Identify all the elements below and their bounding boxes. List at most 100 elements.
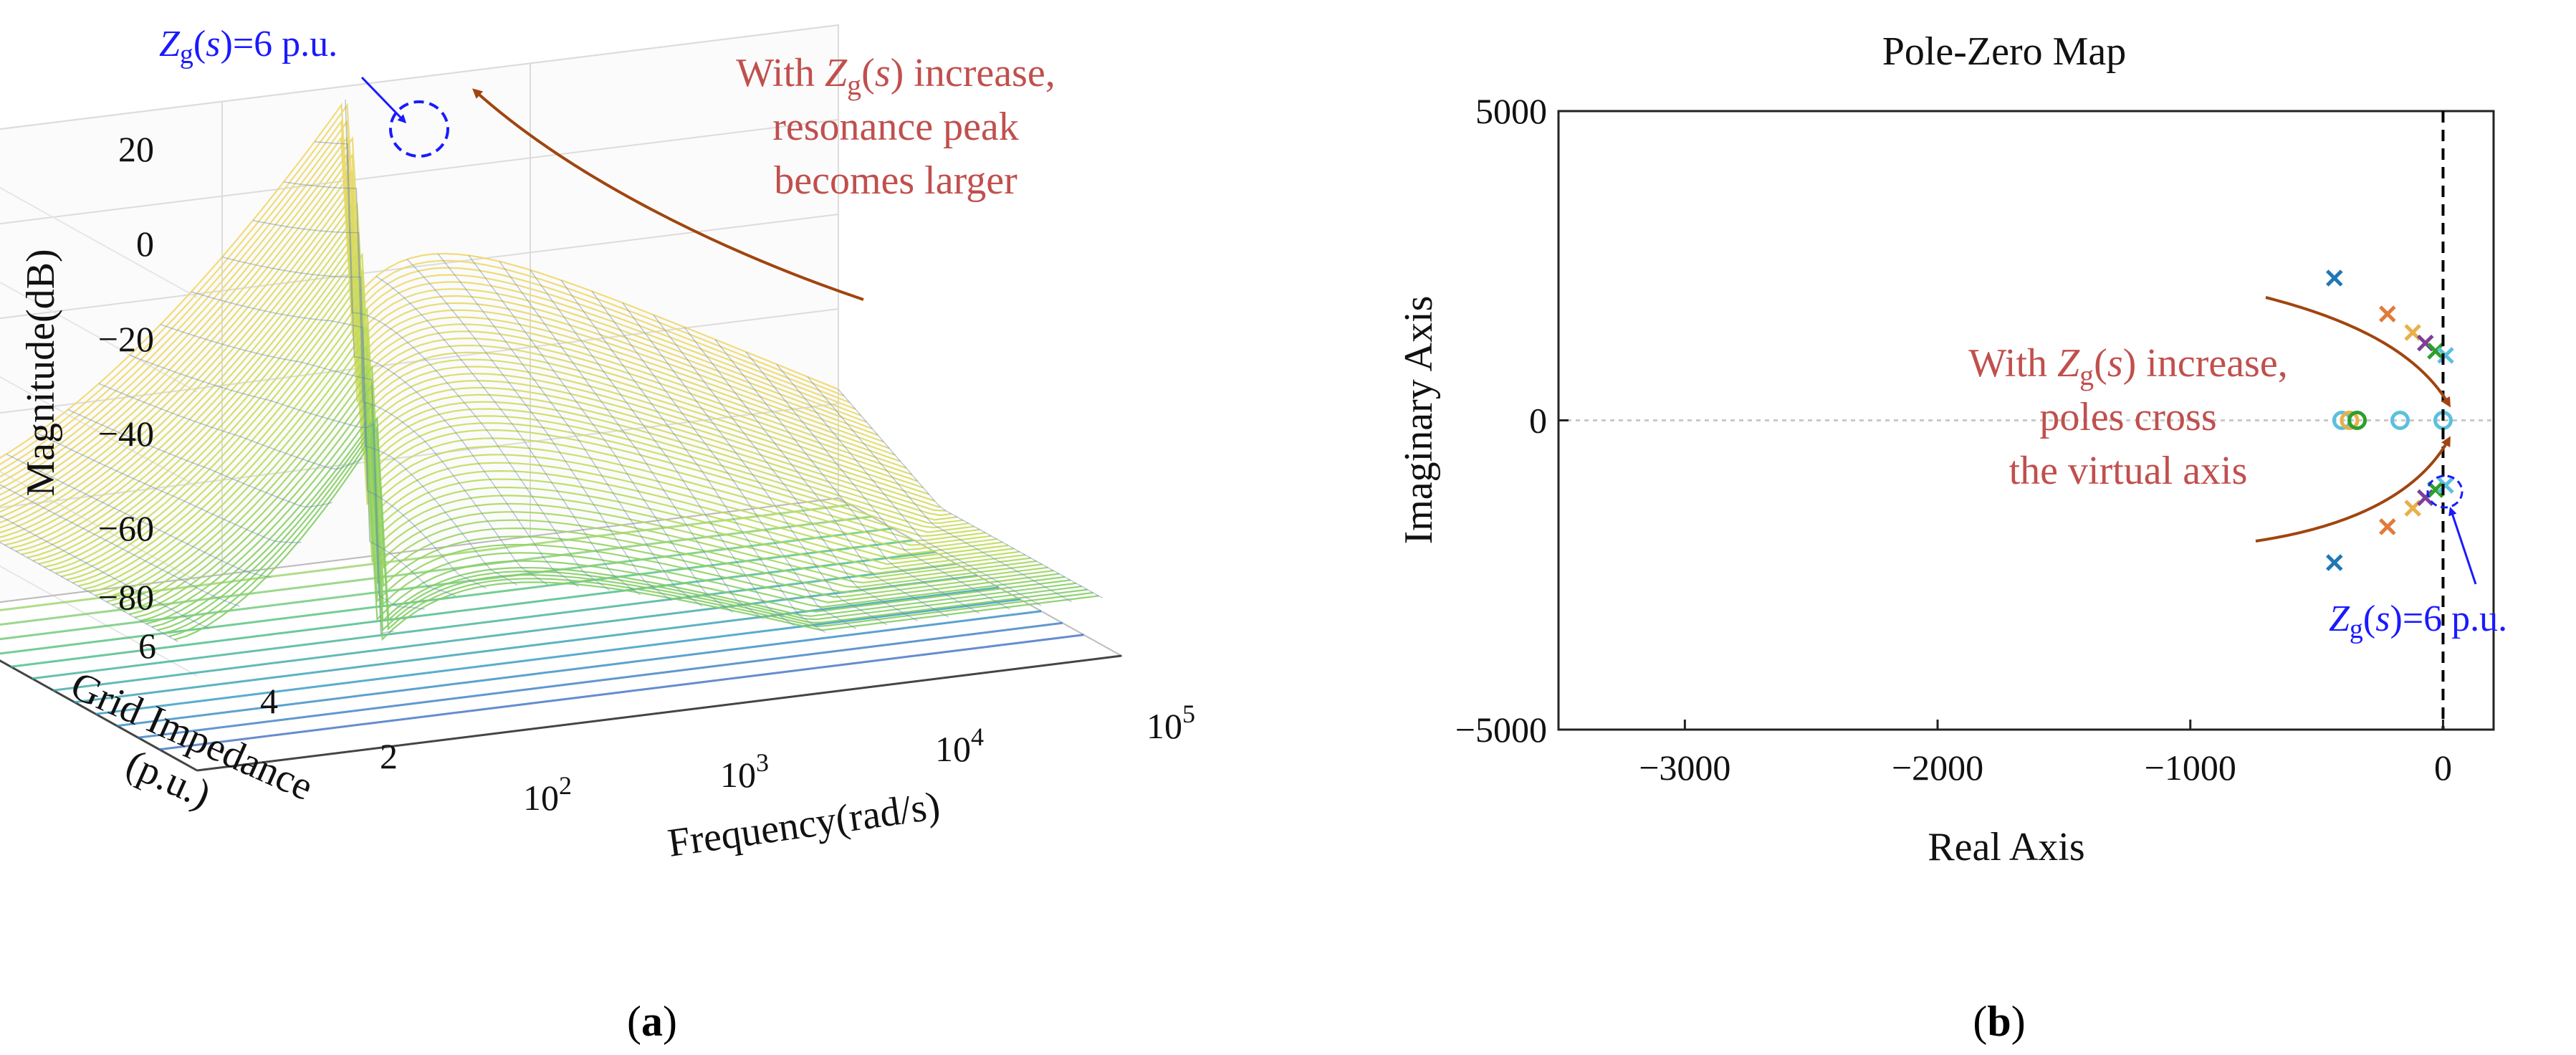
surface-mesh-line [0, 186, 907, 529]
x-tick-label: 103 [720, 748, 769, 795]
panel-a-annotation: With Zg(s) increase, resonance peak beco… [736, 51, 1055, 203]
annotation-arrow [472, 88, 864, 301]
surface-mesh-line [0, 102, 845, 466]
surface-mesh-line [21, 236, 947, 555]
pole-marker [2437, 477, 2454, 494]
x-tick-label: 104 [935, 722, 984, 769]
pole-marker-stroke [2437, 347, 2454, 364]
caption-b: (b) [1973, 998, 2025, 1045]
x-tick-label: 102 [523, 771, 572, 818]
marker-arrow [360, 76, 407, 124]
surface-cross-line [129, 354, 394, 634]
grid-line-side [0, 186, 198, 298]
z-tick-label: 20 [118, 129, 154, 169]
y-tick-label: 0 [1529, 401, 1547, 441]
surface-mesh-line [140, 402, 1066, 622]
surface-cross-line [314, 140, 580, 588]
surface-mesh-line [0, 169, 890, 513]
pole-marker-stroke [2326, 554, 2343, 571]
surface-mesh-line [157, 416, 1082, 631]
surface-mesh-line [89, 325, 1015, 593]
panel-b-pole-marker: Zg(s)=6 p.u. [2329, 474, 2507, 644]
surface-mesh-line [0, 202, 913, 534]
surface-cross-line [191, 291, 456, 596]
z-tick-label: −80 [98, 577, 154, 617]
surface-mesh-line [106, 362, 1031, 603]
z-axis-ticks: 20 0 −20 −40 −60 −80 [98, 129, 154, 617]
panel-b-annotation: With Zg(s) increase, poles cross the vir… [1968, 341, 2287, 493]
z-axis-label: Magnitude(dB) [19, 249, 63, 496]
grid-line-magnitude [0, 308, 839, 414]
grid-line-magnitude [0, 24, 839, 130]
floor-contour-line [32, 563, 957, 680]
x-axis-ticks: −3000 −2000 −1000 0 [1639, 720, 2452, 788]
surface-mesh-line [112, 363, 1037, 606]
pole-zero-marks [2326, 269, 2454, 571]
surface-cross-line [98, 383, 364, 470]
z-tick-label: −60 [98, 508, 154, 548]
marker-arrow [2448, 507, 2477, 585]
surface-cross-line [807, 376, 1073, 603]
surface-cross-line [714, 339, 980, 614]
grid-line-magnitude [0, 214, 839, 320]
surface-mesh-line [72, 305, 997, 584]
surface-cross-line [745, 351, 1011, 610]
panel-a-peak-marker: Zg(s)=6 p.u. [159, 24, 449, 158]
surface-mesh-line [32, 252, 958, 562]
surface-mesh-line [15, 236, 941, 553]
x-tick-base: 10 [523, 778, 559, 818]
surface-mesh-line [61, 287, 986, 578]
x-axis-ticks: 102 103 104 105 [523, 700, 1195, 818]
grid-line-side [0, 470, 198, 582]
surface-mesh-line [0, 186, 901, 524]
surface-mesh-line [123, 382, 1048, 612]
pole-marker [2437, 347, 2454, 364]
x-axis-label: Frequency(rad/s) [665, 783, 942, 866]
zero-marker [2390, 411, 2410, 430]
pole-marker [2427, 481, 2444, 498]
x-tick-exp: 5 [1182, 700, 1195, 728]
surface-mesh-line [0, 153, 884, 507]
surface-mesh-line [0, 202, 918, 538]
surface-mesh-line [77, 307, 1003, 587]
panel-a-3d-surface: 20 0 −20 −40 −60 −80 Magnitude(dB) 6 4 2… [0, 24, 1195, 1045]
x-tick-base: 10 [935, 729, 971, 769]
x-tick-exp: 2 [559, 771, 572, 800]
surface-cross-line [221, 256, 487, 589]
pole-marker-stroke [2427, 481, 2444, 498]
surface-mesh-line [174, 440, 1099, 641]
surface-cross-line [0, 515, 210, 629]
surface-mesh-line [145, 420, 1071, 625]
pole-marker [2427, 343, 2444, 360]
y-tick-label: −5000 [1455, 710, 1547, 750]
surface-mesh-line [0, 135, 862, 484]
zero-marker [2340, 411, 2360, 430]
y-axis-ticks: 6 4 2 [138, 626, 398, 776]
surface-cross-line [468, 254, 734, 614]
surface-cross-line [499, 261, 765, 620]
surface-mesh-line [95, 343, 1020, 596]
surface-cross-line [375, 276, 641, 596]
floor-contour-line [138, 621, 1063, 739]
zero-marker [2347, 411, 2367, 430]
annotation-line2: poles cross [2039, 395, 2216, 439]
surface-cross-line [0, 484, 240, 607]
surface-cross-line [838, 388, 1103, 598]
pole-marker-stroke [2417, 334, 2434, 352]
floor-contour-line [0, 539, 914, 655]
x-tick-label: 105 [1146, 700, 1195, 746]
annotation-line3: the virtual axis [2009, 449, 2248, 493]
panel-a-floor-contours [0, 503, 1084, 751]
pole-marker-stroke [2404, 324, 2421, 341]
surface-mesh-line [163, 429, 1088, 634]
x-tick-base: 10 [720, 755, 756, 795]
pole-marker-stroke [2427, 343, 2444, 360]
surface-mesh-line [27, 252, 952, 559]
x-tick-label: 0 [2434, 748, 2452, 788]
surface-cross-line [67, 409, 332, 508]
x-tick-base: 10 [1146, 706, 1182, 746]
impedance-axis [0, 659, 198, 772]
z-tick-label: −20 [98, 319, 154, 359]
surface-mesh-line [0, 119, 856, 478]
surface-cross-line [252, 219, 518, 586]
